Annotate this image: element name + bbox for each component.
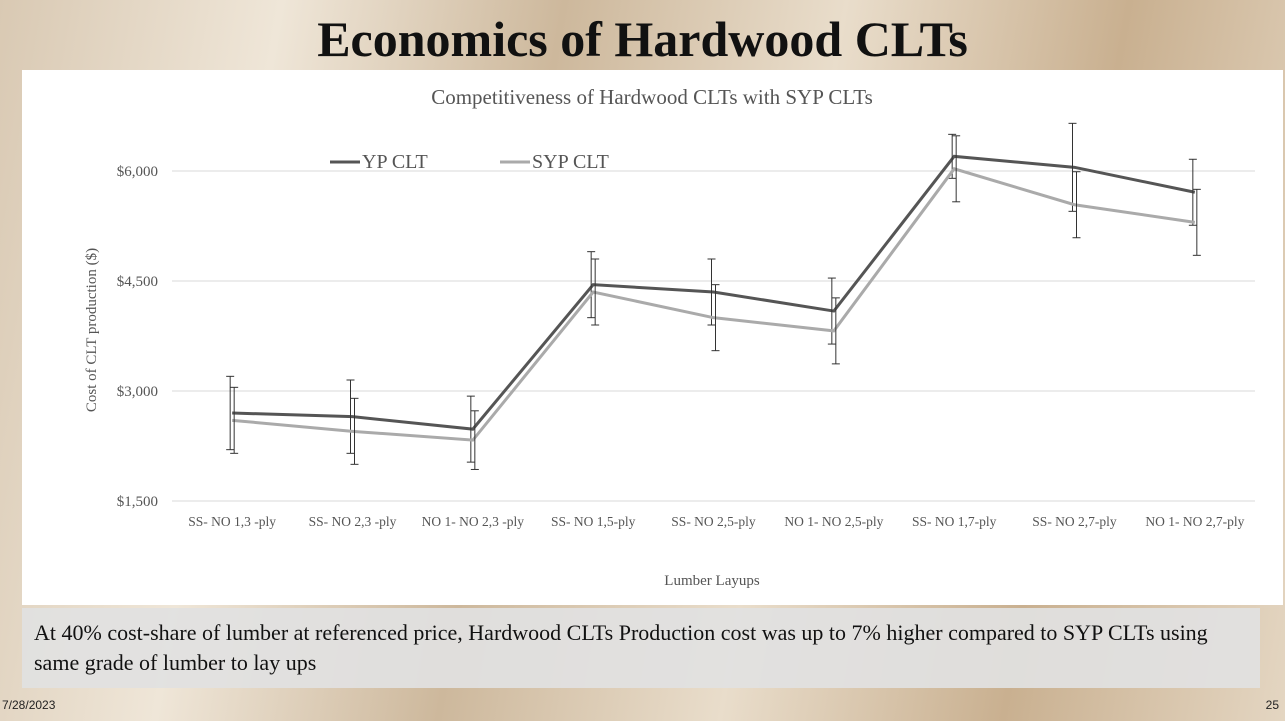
caption: At 40% cost-share of lumber at reference…: [22, 608, 1260, 688]
x-tick-label: SS- NO 2,7-ply: [1032, 514, 1117, 529]
error-bar: [350, 397, 359, 465]
y-tick-label: $3,000: [117, 384, 158, 400]
x-tick-label: SS- NO 1,5-ply: [551, 514, 636, 529]
error-bar: [466, 395, 475, 463]
error-bar: [587, 251, 596, 319]
error-bar: [952, 135, 961, 203]
error-bar: [226, 375, 235, 451]
error-bar: [1068, 122, 1077, 212]
x-tick-label: SS- NO 2,3 -ply: [309, 514, 397, 529]
error-bar: [346, 379, 355, 454]
error-bar: [831, 297, 840, 365]
x-tick-label: SS- NO 2,5-ply: [671, 514, 756, 529]
x-axis-label: Lumber Layups: [664, 573, 760, 589]
page-number: 25: [1265, 698, 1279, 712]
y-tick-label: $4,500: [117, 274, 158, 290]
y-tick-label: $6,000: [117, 164, 158, 180]
error-bar: [1188, 158, 1197, 226]
error-bar: [1192, 188, 1201, 256]
error-bar: [707, 258, 716, 326]
error-bar: [591, 258, 600, 326]
error-bar: [470, 410, 479, 470]
series-line: [232, 167, 1196, 442]
error-bar: [827, 277, 836, 345]
y-tick-label: $1,500: [117, 494, 158, 510]
chart: Competitiveness of Hardwood CLTs with SY…: [22, 70, 1283, 605]
x-tick-label: NO 1- NO 2,3 -ply: [422, 514, 525, 529]
y-axis-label: Cost of CLT production ($): [84, 248, 100, 412]
x-tick-label: NO 1- NO 2,5-ply: [784, 514, 883, 529]
x-tick-label: SS- NO 1,7-ply: [912, 514, 997, 529]
x-tick-label: NO 1- NO 2,7-ply: [1145, 514, 1244, 529]
legend-label: SYP CLT: [532, 151, 609, 173]
x-tick-label: SS- NO 1,3 -ply: [188, 514, 276, 529]
legend-label: YP CLT: [362, 151, 428, 173]
error-bar: [1072, 171, 1081, 239]
footer-date: 7/28/2023: [2, 698, 56, 712]
slide-title: Economics of Hardwood CLTs: [317, 11, 968, 67]
error-bar: [711, 284, 720, 352]
series-line: [232, 154, 1196, 431]
error-bar: [230, 386, 239, 454]
chart-title: Competitiveness of Hardwood CLTs with SY…: [431, 85, 873, 109]
